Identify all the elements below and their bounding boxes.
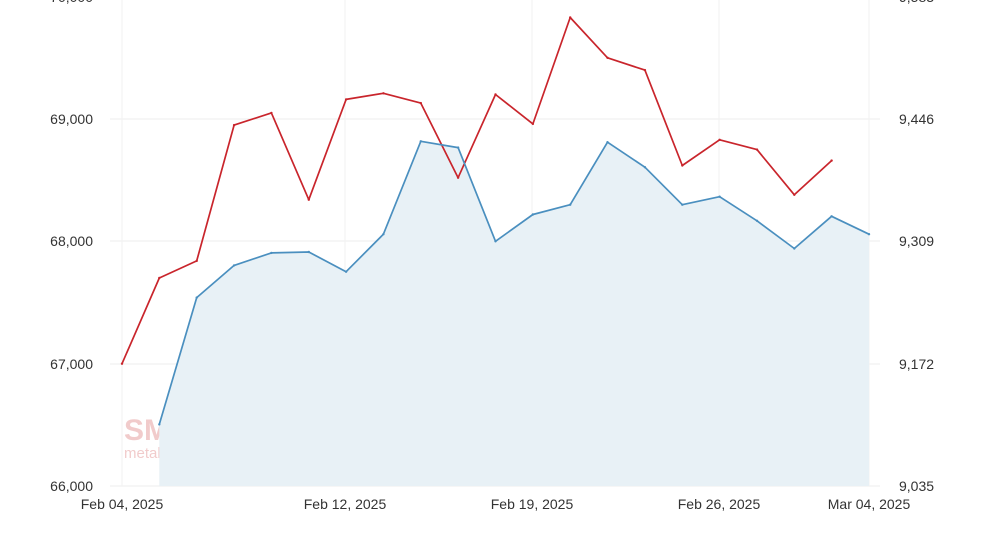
series-0-point: [344, 98, 348, 101]
y-right-tick-label: 9,446: [899, 111, 934, 127]
series-1-point: [232, 264, 236, 267]
x-tick-label: Feb 19, 2025: [491, 496, 574, 512]
series-lines: [120, 16, 871, 426]
series-1-point: [755, 219, 759, 222]
series-0-point: [755, 148, 759, 151]
series-1-point: [867, 233, 871, 236]
series-0-point: [531, 122, 535, 126]
series-1-point: [270, 251, 273, 255]
series-0-point: [793, 193, 796, 196]
series-0-point: [830, 159, 833, 162]
y-left-tick-label: 66,000: [50, 478, 93, 494]
series-0-point: [419, 101, 422, 105]
series-1-point: [643, 166, 647, 169]
series-0-point: [681, 164, 684, 167]
series-1-point: [681, 203, 684, 206]
area-layer: [159, 141, 870, 487]
series-1-point: [494, 240, 497, 243]
series-0-point: [158, 276, 161, 280]
series-1-point: [531, 213, 535, 216]
y-right-tick-label: 9,035: [899, 478, 934, 494]
series-1-point: [344, 270, 348, 273]
x-tick-label: Feb 12, 2025: [304, 496, 387, 512]
series-1-point: [382, 233, 385, 236]
series-0-point: [307, 198, 310, 201]
y-left-tick-label: 68,000: [50, 233, 93, 249]
x-tick-label: Feb 04, 2025: [81, 496, 164, 512]
series-1-point: [606, 141, 609, 144]
series-1-point: [307, 250, 310, 254]
series-1-point: [419, 140, 422, 143]
series-0-point: [120, 362, 124, 365]
series-0-point: [456, 176, 460, 179]
y-left-tick-label: 70,000: [50, 0, 93, 5]
series-1-point: [830, 215, 833, 218]
series-0-point: [606, 56, 609, 59]
series-1-area: [159, 141, 870, 487]
x-tick-label: Feb 26, 2025: [678, 496, 761, 512]
series-0-line: [121, 16, 833, 365]
y-right-tick-label: 9,172: [899, 356, 934, 372]
series-1-point: [793, 247, 796, 250]
series-1-point: [569, 203, 572, 206]
series-0-point: [718, 138, 721, 141]
y-right-tick-label: 9,583: [899, 0, 934, 5]
series-1-line: [158, 140, 870, 425]
series-1-point: [456, 146, 460, 149]
series-1-point: [158, 423, 161, 426]
series-0-point: [232, 123, 236, 127]
series-0-point: [195, 259, 198, 263]
series-1-point: [718, 195, 721, 198]
series-0-point: [494, 93, 497, 96]
series-0-point: [270, 111, 273, 115]
y-left-tick-label: 69,000: [50, 111, 93, 127]
series-1-point: [195, 296, 198, 299]
y-axis-right: 9,035 9,172 9,309 9,446 9,583: [899, 0, 934, 494]
y-left-tick-label: 67,000: [50, 356, 93, 372]
x-tick-label: Mar 04, 2025: [828, 496, 911, 512]
series-0-point: [643, 68, 647, 72]
y-right-tick-label: 9,309: [899, 233, 934, 249]
y-axis-left: 66,000 67,000 68,000 69,000 70,000: [50, 0, 93, 494]
series-0-point: [382, 92, 385, 95]
series-0-point: [569, 16, 572, 19]
x-axis: Feb 04, 2025 Feb 12, 2025 Feb 19, 2025 Feb …: [81, 496, 911, 512]
